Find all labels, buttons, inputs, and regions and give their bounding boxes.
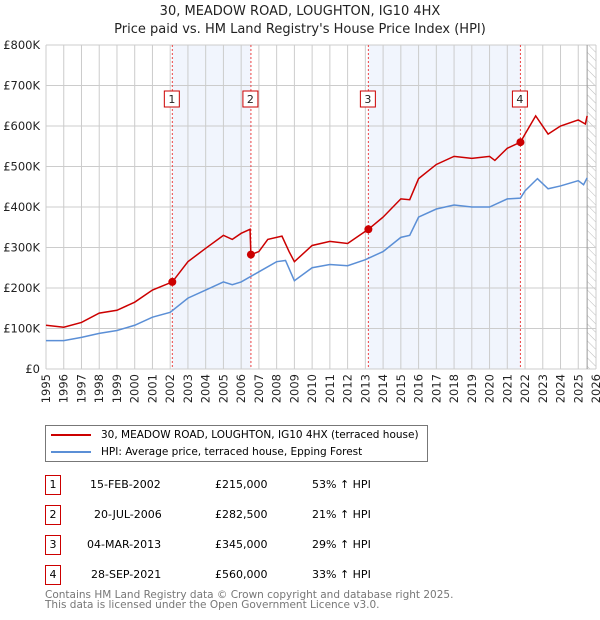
sale-point — [516, 138, 525, 147]
y-tick-label: £0 — [25, 362, 40, 376]
chart-plot: 1995 1996 1997 1998 1999 2000 2001 2002 2003 2004… — [3, 38, 600, 403]
x-tick-label: 2002 — [163, 374, 177, 403]
sale-hpi-change: 53% ↑ HPI — [312, 478, 371, 491]
sale-label-box — [163, 90, 180, 108]
sale-price: £560,000 — [215, 568, 268, 581]
x-tick-label: 2009 — [287, 374, 301, 403]
x-tick-label: 2023 — [536, 374, 550, 403]
sale-row: 4 28-SEP-2021 £560,000 33% ↑ HPI — [45, 565, 445, 585]
sale-marker-badge: 4 — [45, 565, 61, 585]
x-tick-label: 1995 — [39, 374, 53, 403]
sale-hpi-change: 21% ↑ HPI — [312, 508, 371, 521]
sale-marker-badge: 2 — [45, 505, 61, 525]
x-tick-label: 2010 — [305, 374, 319, 403]
sale-point — [246, 250, 255, 259]
x-tick-label: 2004 — [199, 374, 213, 403]
y-tick-label: £400K — [3, 200, 40, 214]
sale-label: 3 — [364, 93, 371, 106]
sale-date: 04-MAR-2013 — [87, 538, 162, 551]
legend-swatch-red — [51, 434, 91, 436]
legend: 30, MEADOW ROAD, LOUGHTON, IG10 4HX (ter… — [45, 425, 428, 462]
sale-point — [168, 277, 177, 286]
x-tick-label: 2003 — [181, 374, 195, 403]
sale-price: £345,000 — [215, 538, 268, 551]
legend-label: 30, MEADOW ROAD, LOUGHTON, IG10 4HX (ter… — [101, 429, 419, 441]
x-tick-label: 2019 — [465, 374, 479, 403]
x-tick-label: 2026 — [589, 374, 600, 403]
sale-label: 1 — [168, 93, 175, 106]
x-tick-label: 2000 — [128, 374, 142, 403]
x-tick-label: 2001 — [145, 374, 159, 403]
sale-row: 1 15-FEB-2002 £215,000 53% ↑ HPI — [45, 475, 445, 495]
sale-marker-badge: 1 — [45, 475, 61, 495]
series-line — [46, 177, 588, 342]
legend-item-property: 30, MEADOW ROAD, LOUGHTON, IG10 4HX (ter… — [46, 427, 419, 443]
x-tick-label: 2021 — [500, 374, 514, 403]
sale-date: 20-JUL-2006 — [94, 508, 162, 521]
x-tick-label: 2025 — [571, 374, 585, 403]
x-tick-label: 2013 — [358, 374, 372, 403]
x-tick-label: 1996 — [57, 374, 71, 403]
y-tick-label: £800K — [3, 38, 40, 52]
x-tick-label: 2014 — [376, 374, 390, 403]
x-tick-label: 2011 — [323, 374, 337, 403]
x-tick-label: 1997 — [74, 374, 88, 403]
sale-point — [364, 225, 373, 234]
chart-subtitle: Price paid vs. HM Land Registry's House … — [114, 22, 486, 37]
x-tick-label: 2005 — [216, 374, 230, 403]
chart-title: 30, MEADOW ROAD, LOUGHTON, IG10 4HX — [159, 4, 441, 19]
x-tick-label: 2017 — [429, 374, 443, 403]
y-tick-label: £200K — [3, 281, 40, 295]
legend-label: HPI: Average price, terraced house, Eppi… — [101, 446, 363, 458]
y-tick-label: £600K — [3, 119, 40, 133]
sale-label-box — [359, 90, 376, 108]
sale-row: 3 04-MAR-2013 £345,000 29% ↑ HPI — [45, 535, 445, 555]
footer: Contains HM Land Registry data © Crown c… — [45, 589, 454, 611]
sale-label: 4 — [516, 93, 523, 106]
sale-date: 28-SEP-2021 — [91, 568, 162, 581]
x-tick-label: 2022 — [518, 374, 532, 403]
sale-label-box — [242, 90, 259, 108]
sale-hpi-change: 29% ↑ HPI — [312, 538, 371, 551]
legend-swatch-blue — [51, 451, 91, 453]
sale-price: £282,500 — [215, 508, 268, 521]
y-tick-label: £100K — [3, 322, 40, 336]
footer-copyright: Contains HM Land Registry data © Crown c… — [45, 589, 454, 601]
x-tick-label: 2012 — [341, 374, 355, 403]
x-tick-label: 1999 — [110, 374, 124, 403]
x-tick-label: 2018 — [447, 374, 461, 403]
footer-licence: This data is licensed under the Open Gov… — [45, 599, 380, 611]
sale-row: 2 20-JUL-2006 £282,500 21% ↑ HPI — [45, 505, 445, 525]
sale-hpi-change: 33% ↑ HPI — [312, 568, 371, 581]
sale-label: 2 — [247, 93, 254, 106]
sale-label-box — [511, 90, 528, 108]
x-tick-label: 2015 — [394, 374, 408, 403]
x-tick-label: 2008 — [270, 374, 284, 403]
sale-price: £215,000 — [215, 478, 268, 491]
x-tick-label: 2007 — [252, 374, 266, 403]
y-tick-label: £700K — [3, 79, 40, 93]
x-tick-label: 2006 — [234, 374, 248, 403]
sale-date: 15-FEB-2002 — [90, 478, 161, 491]
y-tick-label: £500K — [3, 160, 40, 174]
x-tick-label: 2020 — [483, 374, 497, 403]
y-tick-label: £300K — [3, 241, 40, 255]
x-tick-label: 1998 — [92, 374, 106, 403]
x-tick-label: 2024 — [554, 374, 568, 403]
x-tick-label: 2016 — [412, 374, 426, 403]
legend-item-hpi: HPI: Average price, terraced house, Eppi… — [46, 444, 362, 460]
sale-marker-badge: 3 — [45, 535, 61, 555]
